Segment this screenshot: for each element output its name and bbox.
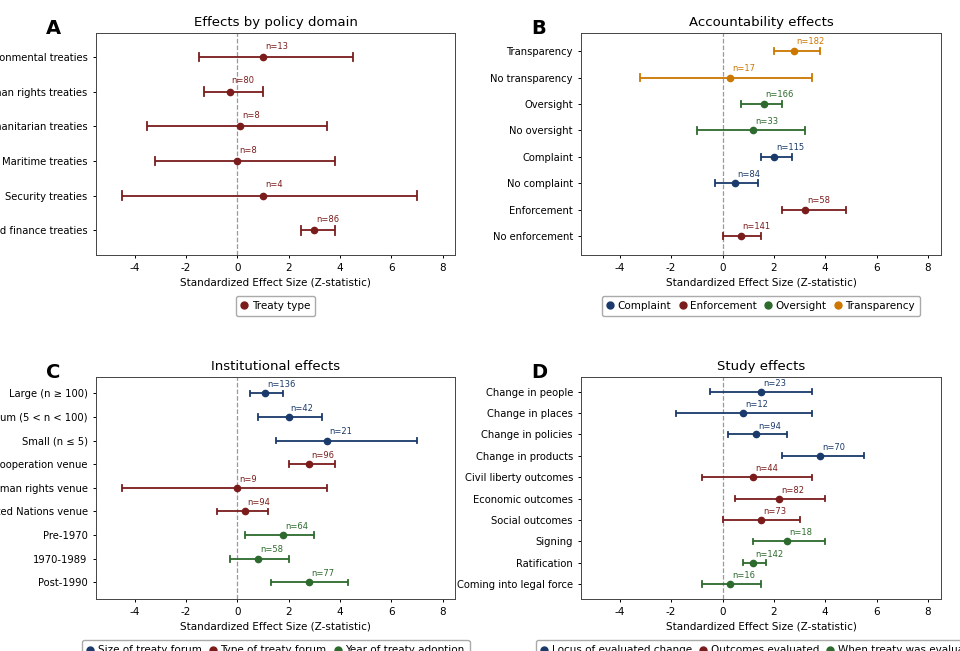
Text: n=80: n=80: [231, 76, 254, 85]
Text: D: D: [531, 363, 547, 383]
X-axis label: Standardized Effect Size (Z-statistic): Standardized Effect Size (Z-statistic): [665, 277, 856, 287]
Text: n=8: n=8: [239, 146, 257, 155]
Title: Accountability effects: Accountability effects: [688, 16, 833, 29]
Text: n=166: n=166: [766, 90, 794, 99]
Text: n=21: n=21: [329, 427, 352, 436]
Legend: Complaint, Enforcement, Oversight, Transparency: Complaint, Enforcement, Oversight, Trans…: [602, 296, 920, 316]
Title: Effects by policy domain: Effects by policy domain: [194, 16, 358, 29]
Legend: Locus of evaluated change, Outcomes evaluated, When treaty was evaluated: Locus of evaluated change, Outcomes eval…: [536, 640, 960, 651]
Text: B: B: [531, 20, 545, 38]
Text: n=23: n=23: [763, 379, 786, 388]
Text: n=8: n=8: [242, 111, 259, 120]
Text: A: A: [46, 20, 60, 38]
Text: n=33: n=33: [756, 117, 779, 126]
Text: n=4: n=4: [265, 180, 282, 189]
Text: n=94: n=94: [758, 422, 780, 430]
Text: n=136: n=136: [268, 380, 296, 389]
Text: n=84: n=84: [737, 169, 760, 178]
Text: n=44: n=44: [756, 464, 779, 473]
Text: n=73: n=73: [763, 507, 786, 516]
Text: n=77: n=77: [311, 569, 334, 578]
Title: Institutional effects: Institutional effects: [211, 360, 340, 373]
Text: n=82: n=82: [781, 486, 804, 495]
Text: n=86: n=86: [316, 215, 340, 224]
Text: n=12: n=12: [745, 400, 768, 409]
Text: n=96: n=96: [311, 451, 334, 460]
Text: n=17: n=17: [732, 64, 756, 73]
Text: n=141: n=141: [743, 223, 771, 231]
Text: n=42: n=42: [291, 404, 314, 413]
Text: C: C: [46, 363, 60, 383]
Title: Study effects: Study effects: [717, 360, 805, 373]
Text: n=182: n=182: [797, 37, 825, 46]
X-axis label: Standardized Effect Size (Z-statistic): Standardized Effect Size (Z-statistic): [180, 622, 372, 631]
Text: n=115: n=115: [776, 143, 804, 152]
Text: n=142: n=142: [756, 550, 783, 559]
Text: n=58: n=58: [806, 196, 829, 205]
Legend: Treaty type: Treaty type: [236, 296, 315, 316]
X-axis label: Standardized Effect Size (Z-statistic): Standardized Effect Size (Z-statistic): [665, 622, 856, 631]
Text: n=94: n=94: [247, 498, 270, 507]
Legend: Size of treaty forum, Type of treaty forum, Year of treaty adoption: Size of treaty forum, Type of treaty for…: [82, 640, 469, 651]
Text: n=13: n=13: [265, 42, 288, 51]
Text: n=18: n=18: [789, 529, 812, 538]
Text: n=64: n=64: [285, 522, 308, 531]
Text: n=16: n=16: [732, 571, 756, 580]
Text: n=58: n=58: [260, 546, 283, 555]
Text: n=9: n=9: [239, 475, 257, 484]
X-axis label: Standardized Effect Size (Z-statistic): Standardized Effect Size (Z-statistic): [180, 277, 372, 287]
Text: n=70: n=70: [822, 443, 845, 452]
